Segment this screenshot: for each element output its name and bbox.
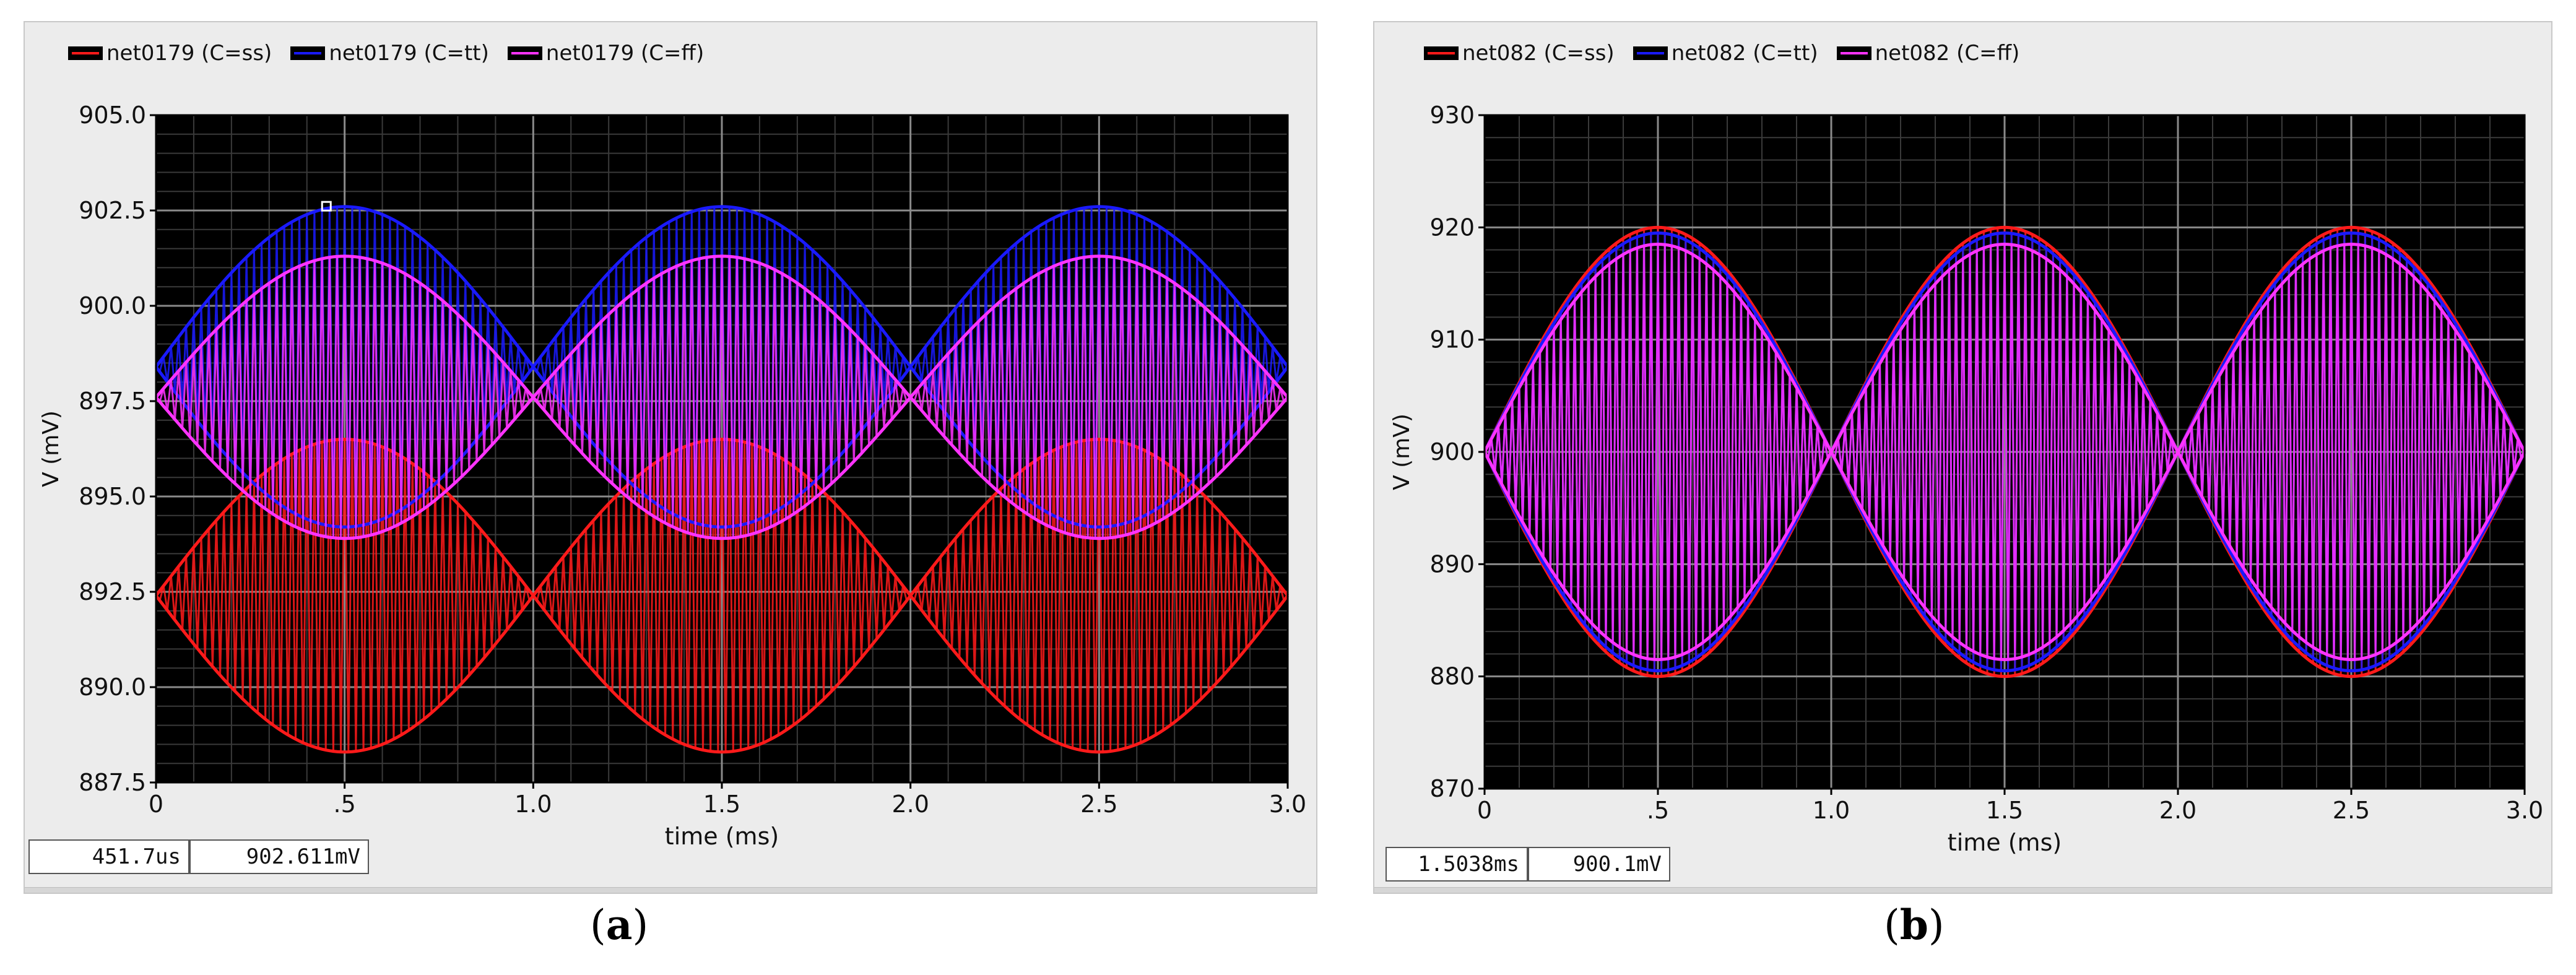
- series-envelope-lower: [1483, 448, 2526, 662]
- y-tick-label: 890: [1429, 550, 1475, 578]
- y-tick-label: 910: [1429, 326, 1475, 353]
- y-tick-label: 870: [1429, 775, 1475, 802]
- cursor-readout: 1.5038ms 900.1mV: [1386, 847, 1670, 882]
- x-tick-label: 2.0: [2159, 797, 2197, 824]
- readout-value: 900.1mV: [1528, 847, 1670, 882]
- legend-swatch-icon: [1836, 46, 1871, 60]
- x-tick-label: 0: [149, 791, 163, 818]
- panel-footer: [25, 887, 1316, 893]
- caption-letter: b: [1899, 901, 1928, 949]
- y-tick-label: 900: [1429, 438, 1475, 466]
- series-envelope-lower: [155, 364, 1289, 529]
- series-envelope-upper: [1483, 242, 2526, 456]
- x-tick-label: 2.5: [2333, 797, 2370, 824]
- x-tick-label: 1.5: [1986, 797, 2023, 824]
- x-axis-label: time (ms): [1948, 829, 2062, 856]
- x-tick-label: 0: [1477, 797, 1492, 824]
- series-envelope-upper: [154, 205, 1290, 370]
- series-envelope-lower: [1483, 448, 2526, 678]
- legend-label: net082 (C=ss): [1462, 41, 1615, 66]
- x-tick-label: .5: [334, 791, 356, 818]
- y-tick-label: 920: [1429, 214, 1475, 241]
- legend-item[interactable]: net0179 (C=ff): [507, 41, 705, 66]
- caption-a: (a): [590, 901, 649, 949]
- legend: net082 (C=ss) net082 (C=tt) net082 (C=ff…: [1424, 41, 2019, 66]
- readout-time: 451.7us: [28, 839, 189, 874]
- waveform-panel-b: net082 (C=ss) net082 (C=tt) net082 (C=ff…: [1373, 21, 2552, 894]
- x-axis-label: time (ms): [665, 823, 779, 850]
- caption-letter: a: [605, 901, 633, 949]
- y-axis-label: V (mV): [1389, 414, 1415, 490]
- series-envelope-upper: [155, 254, 1289, 400]
- x-tick-label: 2.5: [1080, 791, 1117, 818]
- y-tick-label: 902.5: [79, 197, 146, 224]
- series-envelope-lower: [155, 394, 1289, 540]
- series-envelope-lower: [155, 593, 1289, 754]
- legend-label: net082 (C=tt): [1671, 41, 1818, 66]
- legend-label: net082 (C=ff): [1875, 41, 2020, 66]
- legend-label: net0179 (C=tt): [329, 41, 489, 66]
- y-tick-label: 880: [1429, 663, 1475, 690]
- legend-item[interactable]: net082 (C=ss): [1424, 41, 1615, 66]
- cursor-marker: [321, 201, 332, 212]
- y-tick-label: 905.0: [79, 102, 146, 129]
- x-tick-label: .5: [1647, 797, 1669, 824]
- legend-item[interactable]: net0179 (C=ss): [68, 41, 272, 66]
- series-envelope-upper: [1483, 231, 2526, 456]
- y-tick-label: 900.0: [79, 292, 146, 319]
- y-tick-label: 890.0: [79, 674, 146, 701]
- legend-item[interactable]: net082 (C=tt): [1633, 41, 1818, 66]
- y-tick-label: 892.5: [79, 578, 146, 605]
- x-tick-label: 1.5: [703, 791, 740, 818]
- legend-item[interactable]: net082 (C=ff): [1836, 41, 2020, 66]
- x-tick-label: 3.0: [1269, 791, 1306, 818]
- y-tick-label: 930: [1429, 102, 1475, 129]
- y-axis-label: V (mV): [38, 410, 64, 487]
- legend-swatch-icon: [1424, 46, 1459, 60]
- legend-swatch-icon: [1633, 46, 1668, 60]
- plot-area[interactable]: 0 .5 1.0 1.5 2.0 2.5 3.0 887.5 890.0 892.5 895.0 89…: [25, 22, 1319, 895]
- x-tick-label: 3.0: [2506, 797, 2543, 824]
- readout-time: 1.5038ms: [1386, 847, 1528, 882]
- series-envelope-upper: [1483, 225, 2526, 456]
- caption-b: (b): [1884, 901, 1945, 949]
- legend-swatch-icon: [68, 46, 103, 60]
- legend-swatch-icon: [507, 46, 542, 60]
- y-tick-label: 895.0: [79, 483, 146, 510]
- series-envelope-upper: [155, 438, 1289, 599]
- x-tick-label: 1.0: [1813, 797, 1850, 824]
- legend-label: net0179 (C=ff): [545, 41, 705, 66]
- y-tick-label: 897.5: [79, 388, 146, 415]
- legend-swatch-icon: [290, 46, 326, 60]
- waveform-panel-a: net0179 (C=ss) net0179 (C=tt) net0179 (C…: [24, 21, 1317, 894]
- x-tick-label: 1.0: [514, 791, 552, 818]
- x-tick-label: 2.0: [891, 791, 929, 818]
- readout-value: 902.611mV: [189, 839, 369, 874]
- legend-item[interactable]: net0179 (C=tt): [290, 41, 489, 66]
- series-envelope-lower: [1483, 448, 2526, 673]
- legend-label: net0179 (C=ss): [106, 41, 272, 66]
- cursor-readout: 451.7us 902.611mV: [28, 839, 369, 874]
- legend: net0179 (C=ss) net0179 (C=tt) net0179 (C…: [68, 41, 704, 66]
- plot-area[interactable]: 0 .5 1.0 1.5 2.0 2.5 3.0 870 880 890 900 910 920 930 t…: [1374, 22, 2554, 895]
- panel-footer: [1374, 887, 2551, 893]
- y-tick-label: 887.5: [79, 769, 146, 796]
